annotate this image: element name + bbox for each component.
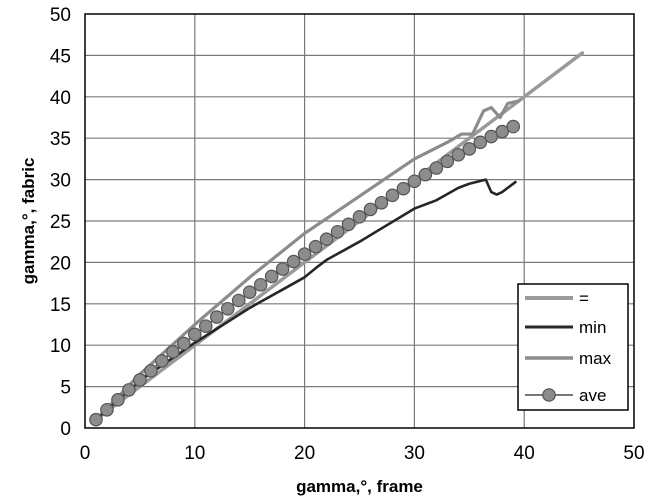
x-tick-label: 10	[184, 443, 205, 464]
series-ave-point	[188, 327, 202, 342]
series-ave-point	[374, 195, 389, 210]
y-tick-label: 5	[60, 378, 71, 399]
series-ave-point	[166, 345, 180, 359]
y-tick-label: 40	[50, 88, 71, 109]
series-ave-point	[177, 336, 191, 351]
series-ave-point	[198, 319, 213, 333]
legend: = min max ave	[517, 283, 629, 411]
series-ave-point	[275, 262, 290, 276]
x-tick-label: 50	[623, 443, 644, 464]
legend-label: ave	[579, 386, 606, 405]
series-ave-point	[451, 147, 466, 162]
series-ave-point	[418, 167, 433, 182]
series-ave-point	[429, 161, 444, 175]
legend-label: =	[579, 289, 589, 308]
series-ave-point	[407, 174, 422, 189]
series-ave-point	[396, 181, 411, 196]
series-ave-point	[144, 364, 158, 378]
series-ave-point	[89, 412, 103, 427]
series-ave-point	[352, 210, 367, 224]
series-ave-point	[220, 301, 235, 316]
legend-label: max	[579, 349, 612, 368]
series-ave-point	[440, 154, 455, 169]
y-axis-title: gamma,°, fabric	[19, 158, 38, 285]
plot-area-border	[84, 13, 635, 429]
series-ave-point	[462, 142, 477, 156]
series-ave-point	[253, 277, 268, 292]
series-ave-point	[297, 247, 312, 261]
x-tick-label: 20	[294, 443, 315, 464]
y-tick-label: 25	[50, 212, 71, 233]
series-ave-point	[111, 393, 125, 407]
series-ave-point	[308, 239, 323, 254]
series-ave-point	[319, 232, 334, 247]
series-layer	[89, 51, 585, 427]
series-ave-point	[242, 285, 257, 300]
legend-box	[517, 283, 629, 411]
x-tick-labels: 0 10 20 30 40 50	[80, 443, 645, 464]
series-ave-point	[231, 293, 246, 308]
series-ave-point	[209, 310, 224, 324]
series-ave-point	[122, 383, 136, 397]
series-ave-point	[506, 119, 521, 134]
series-ave-point	[385, 188, 400, 203]
y-tick-label: 0	[60, 419, 71, 440]
series-ave-point	[264, 269, 279, 284]
y-tick-label: 45	[50, 46, 71, 67]
series-ave-point	[363, 202, 378, 217]
series-ave-point	[330, 224, 345, 239]
series-ave-point	[133, 373, 147, 387]
x-tick-label: 30	[404, 443, 425, 464]
y-tick-label: 50	[50, 5, 71, 26]
series-ave-point	[100, 402, 114, 417]
y-tick-label: 30	[50, 171, 71, 192]
x-tick-label: 40	[514, 443, 535, 464]
legend-label: min	[579, 318, 606, 337]
x-axis-title: gamma,°, frame	[296, 477, 423, 496]
series-ave-point	[473, 135, 488, 150]
series-ave-point	[286, 254, 301, 269]
y-tick-label: 10	[50, 336, 71, 357]
series-ave-point	[155, 354, 169, 368]
y-tick-label: 35	[50, 129, 71, 150]
series-max-line	[94, 99, 521, 422]
y-tick-labels: 0 5 10 15 20 25 30 35 40 45 50	[50, 5, 71, 440]
x-tick-label: 0	[80, 443, 91, 464]
legend-marker-ave	[542, 388, 556, 402]
series-ave-point	[484, 129, 499, 144]
y-tick-label: 15	[50, 295, 71, 316]
series-ave-point	[341, 217, 356, 232]
series-ave-point	[495, 124, 510, 139]
grid-lines	[85, 14, 634, 428]
y-tick-label: 20	[50, 253, 71, 274]
series-min-line	[94, 178, 517, 422]
